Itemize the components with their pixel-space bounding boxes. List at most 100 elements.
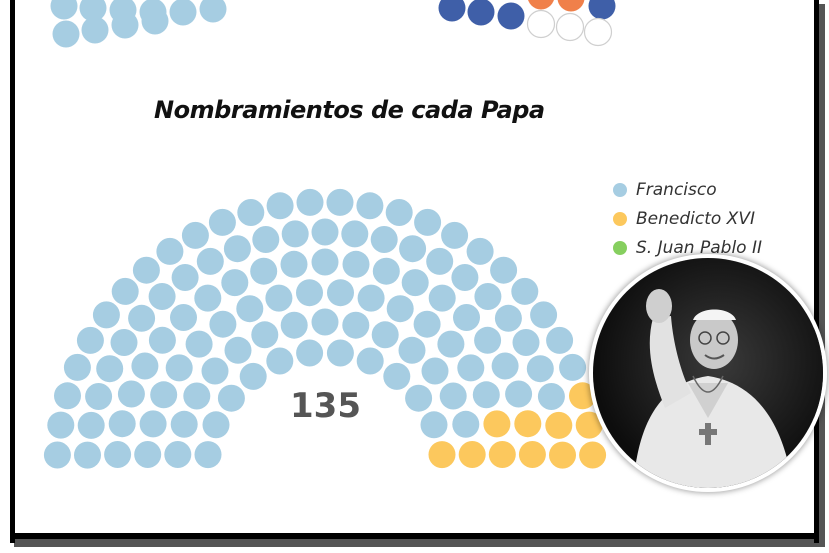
- seat-dot: [63, 353, 91, 381]
- seat-dot: [150, 381, 178, 409]
- seat-dot: [237, 199, 265, 226]
- seat-dot: [326, 339, 354, 367]
- seat-dot: [405, 384, 433, 412]
- seat-dot: [575, 411, 603, 439]
- seat-dot: [171, 264, 199, 291]
- legend-label-benedicto: Benedicto XVI: [636, 208, 755, 229]
- seat-dot: [326, 188, 354, 216]
- frame-border-bottom: [10, 533, 819, 539]
- seat-dot: [441, 221, 469, 249]
- frame-shadow-right: [819, 4, 825, 547]
- seat-dot: [399, 235, 427, 263]
- legend-item-francisco: Francisco: [613, 175, 762, 204]
- seat-dot: [183, 382, 211, 410]
- seat-dot: [266, 192, 294, 220]
- seat-dot: [104, 441, 132, 468]
- previous-chart-dot: [588, 0, 616, 20]
- seat-dot: [252, 226, 280, 253]
- seat-dot: [185, 330, 213, 358]
- seat-dot: [221, 269, 249, 297]
- seat-dot: [281, 220, 309, 248]
- seat-dot: [569, 382, 596, 410]
- seat-dot: [96, 355, 124, 383]
- pope-waving-icon: [633, 289, 793, 488]
- seat-dot: [266, 347, 294, 375]
- previous-chart-dot: [438, 0, 466, 22]
- seat-dot: [514, 410, 542, 438]
- seat-dot: [466, 237, 494, 265]
- seat-dot: [356, 347, 384, 375]
- seat-dot: [451, 264, 479, 291]
- seat-dot: [494, 304, 522, 332]
- seat-dot: [472, 381, 500, 409]
- seat-dot: [505, 380, 533, 408]
- seat-dot: [518, 441, 546, 468]
- previous-chart-dot: [555, 12, 585, 42]
- previous-chart-dot: [557, 0, 585, 12]
- seat-dot: [181, 221, 209, 249]
- legend-label-juan-pablo: S. Juan Pablo II: [636, 237, 762, 258]
- total-count-label: 135: [290, 386, 361, 426]
- seat-dot: [414, 208, 442, 236]
- previous-chart-dot: [111, 11, 139, 39]
- seat-dot: [202, 411, 230, 439]
- seat-dot: [209, 310, 237, 338]
- seat-dot: [428, 284, 456, 312]
- seat-dot: [311, 308, 339, 336]
- seat-dot: [165, 354, 193, 382]
- seat-dot: [530, 301, 558, 329]
- seat-dot: [488, 441, 516, 468]
- seat-dot: [398, 336, 426, 364]
- previous-chart-dot: [467, 0, 495, 26]
- seat-dot: [474, 326, 502, 354]
- seat-dot: [134, 441, 162, 468]
- seat-dot: [342, 250, 370, 278]
- seat-dot: [148, 283, 176, 310]
- seat-dot: [250, 257, 278, 285]
- legend-item-benedicto: Benedicto XVI: [613, 204, 762, 233]
- seat-dot: [512, 329, 540, 356]
- previous-chart-dot: [199, 0, 227, 23]
- seat-dot: [383, 362, 411, 390]
- seat-dot: [439, 382, 467, 410]
- seat-dot: [453, 304, 480, 331]
- seat-dot: [208, 208, 236, 236]
- seat-dot: [491, 352, 519, 380]
- seat-dot: [170, 304, 197, 331]
- previous-chart-dot: [583, 17, 613, 47]
- seat-dot: [194, 441, 222, 469]
- seat-dot: [54, 382, 81, 410]
- previous-chart-dot: [169, 0, 197, 26]
- seat-dot: [437, 330, 465, 358]
- seat-dot: [546, 326, 574, 354]
- seat-dot: [164, 441, 192, 468]
- seat-dot: [236, 295, 264, 323]
- seat-dot: [280, 311, 308, 339]
- seat-dot: [483, 410, 511, 438]
- legend-label-francisco: Francisco: [636, 179, 717, 200]
- seat-dot: [47, 411, 75, 439]
- seat-dot: [131, 352, 159, 380]
- seat-dot: [452, 410, 480, 438]
- seat-dot: [85, 383, 113, 410]
- legend-swatch-juan-pablo: [613, 240, 627, 255]
- seat-dot: [311, 218, 339, 246]
- seat-dot: [108, 410, 136, 438]
- seat-dot: [526, 355, 554, 383]
- seat-dot: [357, 284, 385, 312]
- seat-dot: [426, 247, 454, 275]
- seat-dot: [296, 339, 324, 367]
- seat-dot: [224, 336, 252, 364]
- seat-dot: [156, 237, 184, 265]
- chart-title: Nombramientos de cada Papa: [154, 96, 545, 124]
- seat-dot: [132, 256, 160, 284]
- seat-dot: [549, 441, 576, 469]
- seat-dot: [110, 329, 138, 356]
- seat-dot: [280, 250, 308, 278]
- previous-chart-dot: [79, 0, 107, 22]
- seat-dot: [579, 441, 607, 469]
- seat-dot: [117, 380, 145, 408]
- legend-item-juan-pablo: S. Juan Pablo II: [613, 233, 762, 262]
- seat-dot: [385, 199, 413, 226]
